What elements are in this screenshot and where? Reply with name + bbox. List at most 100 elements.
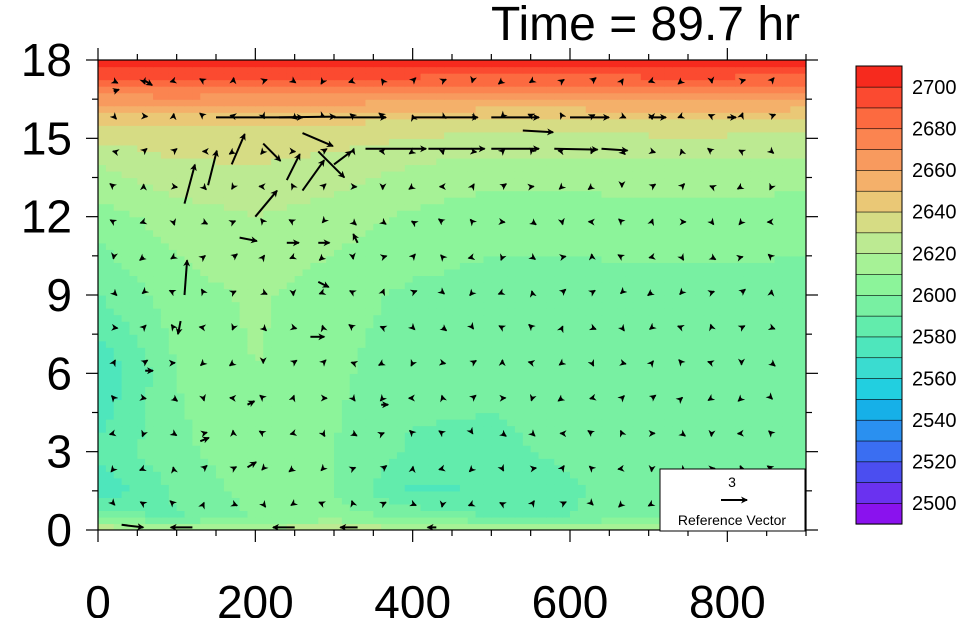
- field-cell: [467, 438, 477, 446]
- field-cell: [145, 497, 154, 505]
- field-cell: [491, 347, 500, 355]
- field-cell: [577, 471, 587, 479]
- field-cell: [790, 223, 799, 231]
- field-cell: [719, 223, 728, 231]
- field-cell: [617, 484, 626, 492]
- field-cell: [223, 275, 233, 283]
- field-cell: [278, 438, 288, 446]
- field-cell: [349, 295, 359, 303]
- field-cell: [452, 275, 461, 283]
- field-cell: [420, 210, 429, 218]
- field-cell: [334, 484, 343, 492]
- field-cell: [711, 203, 721, 211]
- field-cell: [129, 203, 138, 211]
- field-cell: [192, 255, 201, 263]
- field-cell: [782, 295, 791, 303]
- field-cell: [554, 327, 563, 335]
- field-cell: [263, 497, 272, 505]
- field-cell: [672, 223, 681, 231]
- field-cell: [239, 458, 249, 466]
- field-cell: [113, 366, 123, 374]
- field-cell: [577, 386, 587, 394]
- field-cell: [711, 268, 721, 277]
- field-cell: [105, 503, 115, 512]
- field-cell: [577, 392, 587, 401]
- field-cell: [483, 497, 492, 505]
- field-cell: [507, 497, 516, 505]
- field-cell: [373, 177, 382, 185]
- field-cell: [318, 236, 327, 244]
- field-cell: [326, 242, 335, 250]
- field-cell: [334, 419, 343, 427]
- field-cell: [436, 308, 445, 316]
- field-cell: [216, 275, 225, 283]
- field-cell: [452, 295, 461, 303]
- field-cell: [554, 308, 563, 316]
- field-cell: [334, 268, 343, 277]
- field-cell: [286, 399, 296, 407]
- field-cell: [341, 464, 351, 472]
- field-cell: [562, 334, 571, 342]
- field-cell: [216, 308, 225, 316]
- field-cell: [271, 327, 280, 335]
- field-cell: [475, 295, 485, 303]
- field-cell: [530, 510, 540, 518]
- field-cell: [373, 203, 382, 211]
- field-cell: [766, 438, 776, 446]
- field-cell: [593, 184, 603, 192]
- field-cell: [609, 425, 618, 433]
- field-cell: [428, 451, 437, 459]
- field-cell: [278, 360, 288, 368]
- field-cell: [98, 177, 107, 185]
- field-cell: [271, 458, 280, 466]
- field-cell: [632, 275, 642, 283]
- field-cell: [790, 210, 799, 218]
- field-cell: [153, 445, 162, 453]
- field-cell: [609, 392, 618, 401]
- field-cell: [373, 464, 382, 472]
- field-cell: [436, 249, 445, 257]
- field-cell: [735, 275, 744, 283]
- field-cell: [585, 451, 595, 459]
- field-cell: [404, 516, 414, 525]
- field-cell: [396, 216, 406, 224]
- field-cell: [129, 353, 138, 361]
- field-cell: [160, 451, 170, 459]
- field-cell: [467, 275, 477, 283]
- field-cell: [514, 373, 524, 381]
- field-cell: [459, 412, 469, 420]
- field-cell: [436, 405, 445, 414]
- field-cell: [577, 490, 587, 498]
- field-cell: [239, 373, 249, 381]
- field-cell: [798, 229, 806, 237]
- field-cell: [475, 210, 485, 218]
- field-cell: [459, 327, 469, 335]
- field-cell: [239, 366, 249, 374]
- field-cell: [688, 203, 697, 211]
- field-cell: [153, 308, 162, 316]
- field-cell: [263, 386, 272, 394]
- field-cell: [184, 464, 193, 472]
- field-cell: [695, 340, 705, 348]
- field-cell: [507, 236, 516, 244]
- field-cell: [452, 510, 461, 518]
- field-cell: [648, 484, 658, 492]
- field-cell: [743, 295, 752, 303]
- field-cell: [617, 334, 626, 342]
- field-cell: [192, 334, 201, 342]
- field-cell: [703, 425, 713, 433]
- field-cell: [121, 445, 131, 453]
- field-cell: [672, 360, 681, 368]
- field-cell: [357, 295, 367, 303]
- field-cell: [672, 216, 681, 224]
- field-cell: [491, 184, 500, 192]
- field-cell: [546, 510, 555, 518]
- field-cell: [294, 412, 304, 420]
- field-cell: [656, 190, 665, 198]
- field-cell: [452, 236, 461, 244]
- field-cell: [129, 327, 138, 335]
- field-cell: [412, 464, 422, 472]
- field-cell: [153, 249, 162, 257]
- field-cell: [326, 471, 335, 479]
- field-cell: [648, 308, 658, 316]
